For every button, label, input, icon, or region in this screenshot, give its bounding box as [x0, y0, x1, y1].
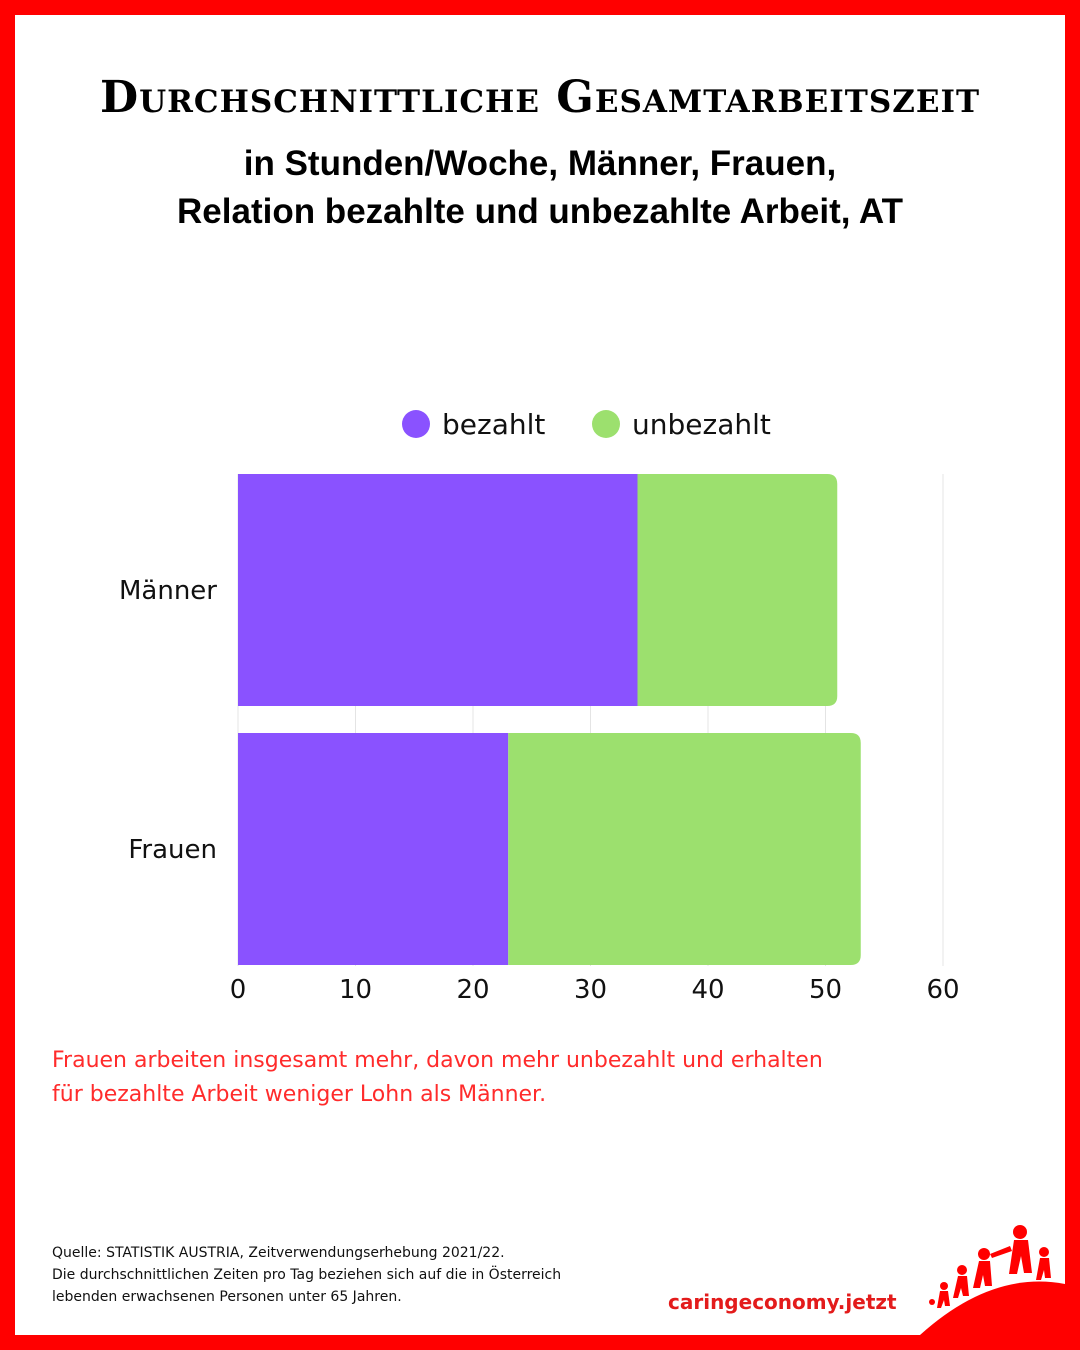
x-tick-label: 10 — [339, 975, 372, 1005]
legend-marker-bezahlt — [402, 410, 430, 438]
bar-unbezahlt-1 — [508, 733, 861, 965]
x-tick-label: 30 — [574, 975, 607, 1005]
x-tick-label: 20 — [456, 975, 489, 1005]
category-label: Frauen — [128, 835, 217, 865]
bar-bezahlt-0 — [238, 474, 638, 706]
x-tick-label: 50 — [809, 975, 842, 1005]
x-tick-label: 0 — [230, 975, 247, 1005]
chart-title: Durchschnittliche Gesamtarbeitszeit — [99, 72, 981, 123]
subtitle-line-1: in Stunden/Woche, Männer, Frauen, — [243, 144, 837, 183]
bar-bezahlt-1 — [238, 733, 509, 965]
category-label: Männer — [119, 576, 217, 606]
logo-icon — [920, 1225, 1065, 1335]
source-text: Quelle: STATISTIK AUSTRIA, Zeitverwendun… — [52, 1242, 672, 1308]
brand-link[interactable]: caringeconomy.jetzt — [668, 1290, 897, 1314]
bar-unbezahlt-0 — [637, 474, 838, 706]
source-line-3: lebenden erwachsenen Personen unter 65 J… — [52, 1289, 402, 1305]
x-tick-label: 60 — [926, 975, 959, 1005]
legend-marker-unbezahlt — [592, 410, 620, 438]
note-line-1: Frauen arbeiten insgesamt mehr, davon me… — [52, 1048, 823, 1073]
note-line-2: für bezahlte Arbeit weniger Lohn als Män… — [52, 1082, 547, 1107]
subtitle-line-2: Relation bezahlte und unbezahlte Arbeit,… — [177, 192, 903, 231]
x-tick-label: 40 — [691, 975, 724, 1005]
source-line-2: Die durchschnittlichen Zeiten pro Tag be… — [52, 1267, 562, 1283]
chart-subtitle: in Stunden/Woche, Männer, Frauen, Relati… — [15, 140, 1065, 236]
source-line-1: Quelle: STATISTIK AUSTRIA, Zeitverwendun… — [52, 1245, 505, 1261]
chart-note: Frauen arbeiten insgesamt mehr, davon me… — [52, 1044, 912, 1112]
legend-label: bezahlt — [442, 408, 545, 441]
legend-label: unbezahlt — [632, 408, 771, 441]
